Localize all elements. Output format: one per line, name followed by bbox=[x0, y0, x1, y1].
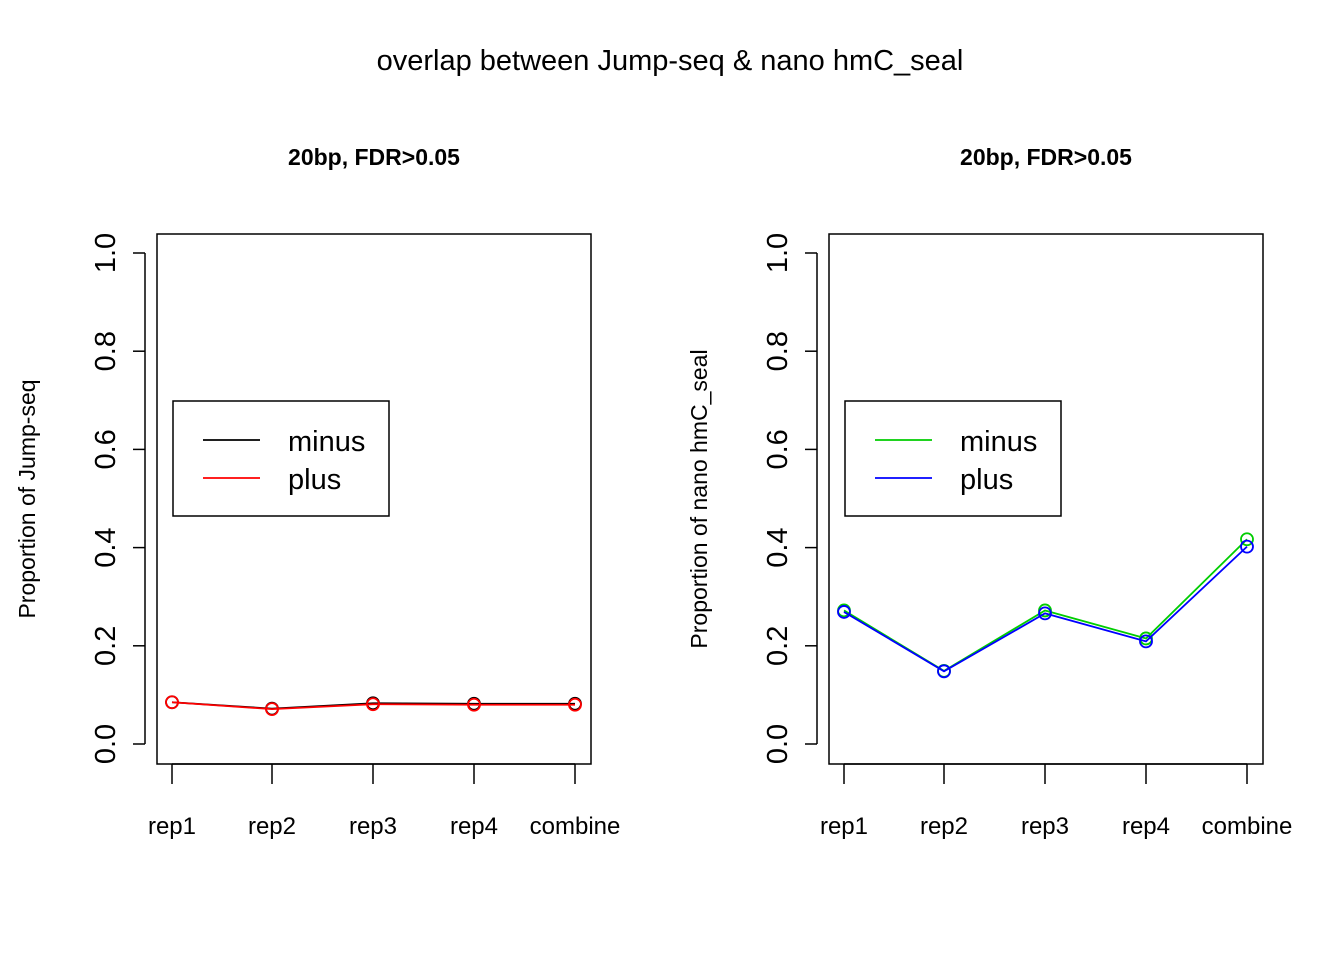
panel-title: 20bp, FDR>0.05 bbox=[960, 144, 1132, 170]
right-panel: 20bp, FDR>0.05 0.0 0.2 0.4 0.6 0.8 1.0 Proporti… bbox=[686, 144, 1292, 840]
x-tick-label: rep3 bbox=[1021, 813, 1069, 840]
x-tick-label: rep1 bbox=[820, 813, 868, 840]
data-point-minus bbox=[1240, 532, 1254, 547]
data-point-plus bbox=[366, 697, 380, 712]
x-tick-label: combine bbox=[1202, 813, 1293, 840]
y-tick-label: 1.0 bbox=[762, 233, 794, 273]
legend-label-minus: minus bbox=[288, 426, 365, 458]
y-tick-label: 0.2 bbox=[90, 626, 122, 666]
y-tick-label: 0.0 bbox=[90, 724, 122, 764]
series-line-plus bbox=[843, 545, 1248, 673]
y-tick-label: 0.2 bbox=[762, 626, 794, 666]
x-tick-label: rep4 bbox=[1122, 813, 1170, 840]
legend-label-minus: minus bbox=[960, 426, 1037, 458]
main-title: overlap between Jump-seq & nano hmC_seal bbox=[377, 45, 964, 77]
y-tick-label: 0.0 bbox=[762, 724, 794, 764]
x-tick-label: combine bbox=[530, 813, 621, 840]
x-tick-label: rep1 bbox=[148, 813, 196, 840]
data-point-plus bbox=[937, 664, 951, 679]
x-tick-label: rep2 bbox=[920, 813, 968, 840]
panel-title: 20bp, FDR>0.05 bbox=[288, 144, 460, 170]
legend: minus plus bbox=[172, 400, 390, 517]
y-axis-label: Proportion of Jump-seq bbox=[14, 379, 40, 618]
y-tick-label: 0.6 bbox=[762, 429, 794, 469]
legend: minus plus bbox=[844, 400, 1062, 517]
y-tick-label: 0.8 bbox=[90, 331, 122, 371]
legend-box bbox=[172, 400, 390, 517]
y-tick-label: 0.4 bbox=[90, 527, 122, 567]
legend-label-plus: plus bbox=[960, 464, 1013, 496]
y-tick-label: 0.4 bbox=[762, 527, 794, 567]
data-point-plus bbox=[1240, 539, 1254, 554]
y-tick-label: 0.8 bbox=[762, 331, 794, 371]
data-point-plus bbox=[1139, 634, 1153, 649]
data-point-plus bbox=[568, 697, 582, 712]
data-point-plus bbox=[265, 702, 279, 717]
x-tick-label: rep2 bbox=[248, 813, 296, 840]
y-tick-label: 1.0 bbox=[90, 233, 122, 273]
data-point-plus bbox=[467, 697, 481, 712]
data-point-plus bbox=[1038, 606, 1052, 621]
x-tick-label: rep3 bbox=[349, 813, 397, 840]
series-line-plus bbox=[171, 701, 575, 711]
data-point-plus bbox=[837, 605, 851, 619]
legend-label-plus: plus bbox=[288, 464, 341, 496]
left-panel: 20bp, FDR>0.05 0.0 0.2 0.4 0.6 0.8 1.0 Proporti… bbox=[14, 144, 620, 840]
data-point-plus bbox=[165, 695, 179, 710]
legend-box bbox=[844, 400, 1062, 517]
y-tick-label: 0.6 bbox=[90, 429, 122, 469]
y-axis-label: Proportion of nano hmC_seal bbox=[686, 349, 712, 648]
x-tick-label: rep4 bbox=[450, 813, 498, 840]
